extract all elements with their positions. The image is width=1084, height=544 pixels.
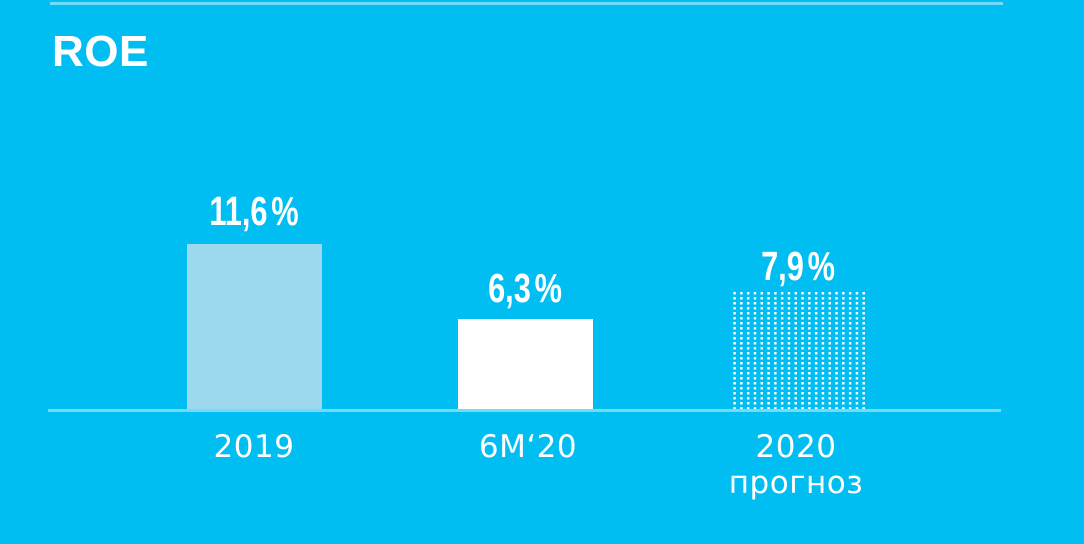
- x-axis-baseline: [48, 409, 1001, 412]
- x-axis-label-2020-line2: прогноз: [728, 465, 864, 501]
- top-divider-line: [50, 2, 1003, 5]
- value-number: 6,3: [488, 265, 531, 311]
- value-unit: %: [271, 188, 299, 234]
- x-axis-label-2020-line1: 2020: [755, 429, 837, 465]
- value-unit: %: [807, 243, 835, 289]
- chart-title: ROE: [52, 27, 149, 76]
- value-number: 7,9: [761, 243, 804, 289]
- value-number: 11,6: [209, 188, 268, 234]
- x-axis-label-2020-forecast: 2020 прогноз: [646, 429, 946, 501]
- x-axis-label-6m20: 6М‘20: [478, 429, 578, 465]
- x-axis-label-2019: 2019: [213, 429, 295, 465]
- value-unit: %: [534, 265, 562, 311]
- bar-value-label-2019: 11,6%: [179, 191, 329, 232]
- bar-value-label-2020-forecast: 7,9%: [723, 246, 873, 287]
- bar-2019: [187, 244, 322, 409]
- bar-value-label-6m20: 6,3%: [450, 268, 600, 309]
- bar-2020-forecast-dotted: [729, 292, 868, 409]
- bar-6m20: [458, 319, 593, 409]
